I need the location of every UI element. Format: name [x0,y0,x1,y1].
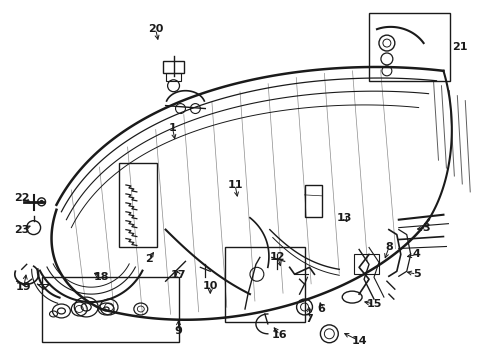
Bar [41,277,178,342]
Text: 21: 21 [452,42,467,52]
Text: 11: 11 [227,180,243,190]
Circle shape [40,200,43,204]
Text: 19: 19 [16,282,31,292]
Text: 17: 17 [170,270,186,280]
Text: 22: 22 [14,193,29,203]
Text: 9: 9 [174,326,182,336]
Bar [353,255,378,274]
Bar [368,13,449,81]
Text: 23: 23 [14,225,29,235]
Bar [304,185,322,217]
Text: 3: 3 [422,222,429,233]
Text: 6: 6 [317,304,325,314]
Text: 2: 2 [144,255,152,264]
Bar [224,247,304,322]
Text: 5: 5 [412,269,420,279]
Bar [165,73,181,81]
Text: 1: 1 [168,123,176,134]
Text: 14: 14 [350,336,366,346]
Text: 8: 8 [384,243,392,252]
Text: 15: 15 [366,299,381,309]
Bar [119,163,156,247]
Text: 12: 12 [269,252,285,262]
Text: 7: 7 [305,314,313,324]
Text: 20: 20 [148,24,163,34]
Text: 4: 4 [412,249,420,260]
Text: 10: 10 [202,281,218,291]
Bar [163,61,184,73]
Text: 13: 13 [336,213,351,223]
Text: 16: 16 [271,330,287,340]
Text: 18: 18 [93,272,109,282]
